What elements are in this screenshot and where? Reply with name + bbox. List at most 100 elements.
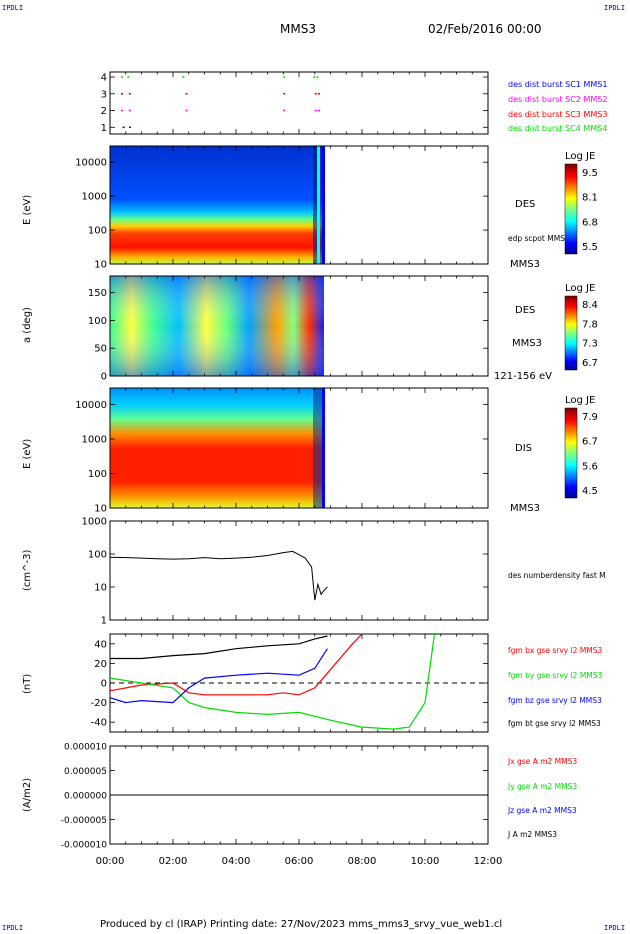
dis-energy-sc: MMS3 <box>510 503 540 514</box>
y-tick-label: -0.000005 <box>61 816 107 826</box>
burst-marker <box>316 76 319 78</box>
y-tick-label: -0.000010 <box>61 841 107 851</box>
corner-label-top-left: IPDLI <box>2 4 24 12</box>
footer-credit: Produced by cl (IRAP) Printing date: 27/… <box>100 919 503 930</box>
y-tick-label: 0 <box>101 372 107 383</box>
bfield-legend-by: fgm by gse srvy l2 MMS3 <box>508 671 603 680</box>
burst-marker <box>185 92 188 95</box>
burst-marker <box>314 92 317 95</box>
colorbar-tick-label: 8.1 <box>582 193 598 204</box>
colorbar-tick-label: 6.7 <box>582 437 598 448</box>
y-tick-label: 10 <box>94 260 107 271</box>
burst-marker <box>283 109 286 112</box>
burst-marker <box>283 92 286 95</box>
bfield-line <box>109 633 436 730</box>
corner-label-top-right: IPDLI <box>604 4 626 12</box>
current-legend-jx: Jx gse A m2 MMS3 <box>508 757 578 766</box>
bfield-line <box>109 633 363 696</box>
des-energy-panel <box>109 145 489 265</box>
burst-marker <box>317 109 320 112</box>
time-tick-label: 04:00 <box>222 856 251 867</box>
y-tick-label: 100 <box>88 469 107 480</box>
des-energy-sc: MMS3 <box>510 259 540 270</box>
current-legend-jy: Jy gse A m2 MMS3 <box>508 782 578 791</box>
colorbar-tick-label: 8.4 <box>582 300 598 311</box>
cbar1-title: Log JE <box>565 151 596 162</box>
des-pitch-label: DES <box>515 305 536 316</box>
burst-panel <box>109 71 489 135</box>
des-pitch-sc: MMS3 <box>512 338 542 349</box>
y-tick-label: 100 <box>88 226 107 237</box>
y-tick-label: 150 <box>88 288 107 299</box>
y-tick-label: 10000 <box>75 158 107 169</box>
burst-marker <box>314 109 317 112</box>
burst-marker <box>121 92 124 95</box>
bfield-legend-bx: fgm bx gse srvy l2 MMS3 <box>508 646 603 655</box>
y-tick-label: 4 <box>101 73 107 84</box>
burst-marker <box>128 109 131 112</box>
burst-marker <box>128 126 131 129</box>
y-tick-label: 40 <box>94 639 107 650</box>
colorbar-tick-label: 5.5 <box>582 242 598 253</box>
current-legend-jz: Jz gse A m2 MMS3 <box>508 806 577 815</box>
burst-legend-2: des dist burst SC2 MMS2 <box>508 95 608 104</box>
burst-legend-1: des dist burst SC1 MMS1 <box>508 80 608 89</box>
colorbar-1 <box>564 163 578 255</box>
colorbar-tick-label: 6.8 <box>582 217 598 228</box>
colorbar-2 <box>564 295 578 371</box>
corner-label-bottom-right: IPDLI <box>604 924 626 932</box>
colorbar-tick-label: 5.6 <box>582 461 598 472</box>
colorbar-tick-label: 7.9 <box>582 412 598 423</box>
burst-marker <box>121 76 124 78</box>
burst-marker <box>182 76 185 78</box>
burst-marker <box>128 92 131 95</box>
time-tick-label: 06:00 <box>285 856 314 867</box>
colorbar-tick-label: 4.5 <box>582 486 598 497</box>
time-tick-label: 12:00 <box>474 856 503 867</box>
y-tick-label: -20 <box>91 698 107 709</box>
y-tick-label: 100 <box>88 316 107 327</box>
burst-marker <box>122 126 125 129</box>
y-tick-label: 1000 <box>82 517 107 528</box>
time-tick-label: 08:00 <box>348 856 377 867</box>
burst-marker <box>283 76 286 78</box>
density-line <box>109 550 328 601</box>
y-tick-label: 2 <box>101 106 107 117</box>
colorbar-tick-label: 9.5 <box>582 168 598 179</box>
y-tick-label: 50 <box>94 344 107 355</box>
density-panel <box>109 520 489 621</box>
y-tick-label: 10 <box>94 504 107 515</box>
burst-marker <box>313 76 316 78</box>
dis-energy-label: DIS <box>515 443 532 454</box>
bfield-legend-bz: fgm bz gse srvy l2 MMS3 <box>508 696 602 705</box>
colorbar-tick-label: 6.7 <box>582 358 598 369</box>
burst-marker <box>127 76 130 78</box>
des-pitch-panel <box>109 275 489 377</box>
y-tick-label: 0 <box>101 679 107 690</box>
y-tick-label: 1 <box>101 123 107 134</box>
colorbar-tick-label: 7.3 <box>582 339 598 350</box>
bfield-line <box>109 648 328 704</box>
colorbar-3 <box>564 407 578 499</box>
burst-legend-4: des dist burst SC4 MMS4 <box>508 124 608 133</box>
y-tick-label: 0.000010 <box>64 743 107 753</box>
bfield-line <box>110 635 328 660</box>
y-tick-label: 1000 <box>82 434 107 445</box>
des-pitch-energy-range: 121-156 eV <box>494 371 552 382</box>
y-tick-label: 20 <box>94 659 107 670</box>
corner-label-bottom-left: IPDLI <box>2 924 24 932</box>
dis-energy-panel <box>109 387 489 509</box>
time-tick-label: 02:00 <box>159 856 188 867</box>
y-tick-label: 0.000005 <box>64 767 107 777</box>
bfield-legend-bt: fgm bt gse srvy l2 MMS3 <box>508 719 601 728</box>
des-scpot-label: edp scpot MMS3 <box>508 234 570 243</box>
cbar2-title: Log JE <box>565 283 596 294</box>
current-legend-j: J A m2 MMS3 <box>508 830 558 839</box>
y-tick-label: 3 <box>101 89 107 100</box>
density-legend: des numberdensity fast M <box>508 571 606 580</box>
time-tick-label: 00:00 <box>96 856 125 867</box>
des-energy-label: DES <box>515 199 536 210</box>
y-tick-label: 10 <box>94 583 107 594</box>
colorbar-tick-label: 7.8 <box>582 319 598 330</box>
